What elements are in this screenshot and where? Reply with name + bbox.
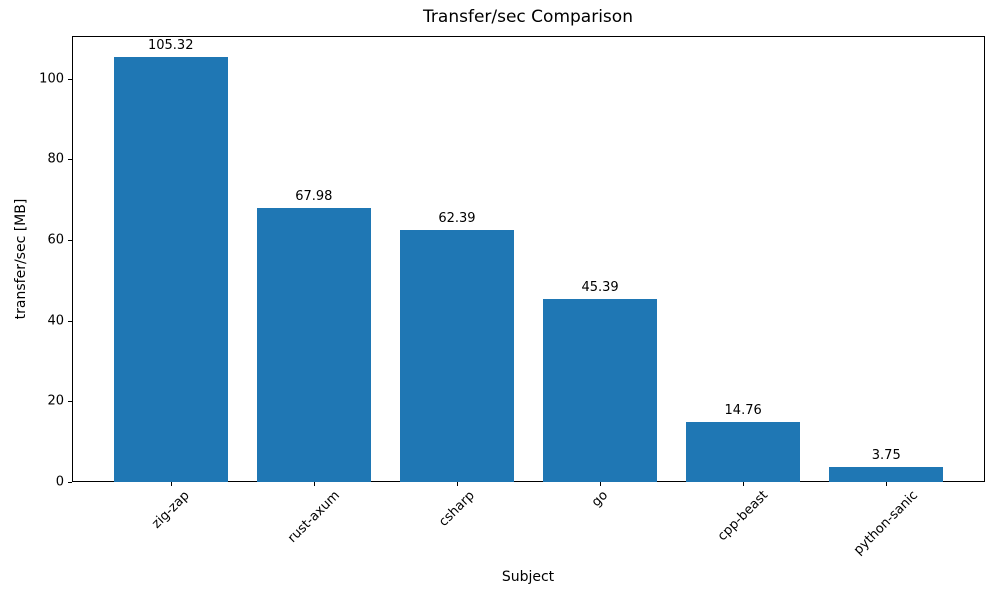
y-tick-label: 40 (47, 313, 64, 329)
y-tick-label: 20 (47, 393, 64, 409)
plot-area (72, 36, 985, 482)
bar (542, 298, 658, 482)
x-tick-label: cpp-beast (715, 487, 772, 545)
y-tick-mark (68, 482, 72, 483)
bar-value-label: 62.39 (438, 211, 476, 227)
bar-value-label: 45.39 (581, 279, 619, 295)
y-tick-mark (68, 78, 72, 80)
y-tick-mark (68, 401, 72, 403)
x-tick-mark (886, 482, 888, 486)
y-tick-mark (68, 320, 72, 322)
x-tick-label: rust-axum (284, 488, 343, 546)
bar-value-label: 14.76 (724, 403, 762, 419)
y-tick-label: 0 (55, 474, 64, 490)
x-axis-label: Subject (501, 569, 555, 585)
y-tick-mark (68, 159, 72, 161)
x-tick-label: zig-zap (149, 487, 193, 532)
bar-value-label: 105.32 (147, 38, 194, 54)
x-tick-mark (743, 482, 745, 486)
y-tick-mark (68, 240, 72, 242)
x-tick-label: python-sanic (851, 488, 922, 558)
bar-value-label: 67.98 (295, 188, 333, 204)
x-tick-label: csharp (436, 488, 478, 530)
x-tick-mark (313, 482, 315, 486)
x-tick-mark (456, 482, 458, 486)
x-tick-label: go (589, 487, 612, 511)
y-tick-label: 60 (47, 232, 64, 248)
y-tick-label: 80 (47, 151, 64, 167)
bar (399, 230, 515, 482)
bar-value-label: 3.75 (871, 447, 901, 463)
bar (256, 207, 372, 482)
bar (685, 422, 801, 482)
bar (113, 57, 228, 482)
x-tick-mark (600, 482, 602, 486)
y-axis-label: transfer/sec [MB] (13, 198, 29, 320)
bar (829, 466, 944, 482)
y-tick-label: 100 (39, 71, 64, 87)
x-tick-mark (170, 482, 172, 486)
chart-title: Transfer/sec Comparison (423, 7, 633, 27)
